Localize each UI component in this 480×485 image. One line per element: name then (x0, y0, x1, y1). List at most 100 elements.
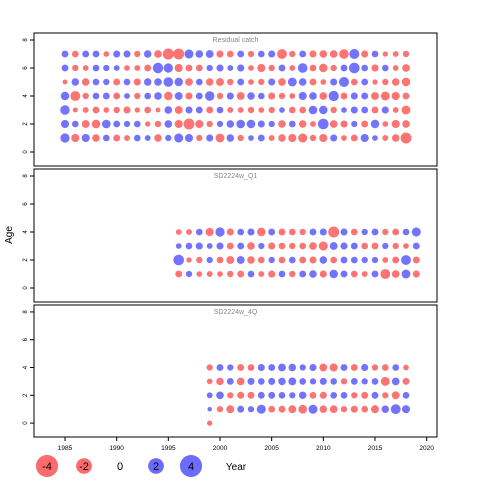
residual-bubble (318, 63, 328, 73)
residual-bubble (134, 64, 141, 72)
residual-bubble (195, 92, 203, 100)
x-tick-label: 1990 (109, 445, 124, 452)
residual-bubble (195, 228, 203, 236)
residual-bubble (350, 120, 358, 128)
residual-bubble (152, 62, 164, 74)
residual-bubble (247, 228, 255, 236)
residual-bubble (268, 242, 276, 250)
residual-bubble (350, 242, 358, 250)
residual-bubble (226, 78, 234, 86)
x-tick-label: 2010 (316, 445, 331, 452)
residual-bubble (247, 64, 254, 71)
residual-bubble (371, 377, 379, 385)
residual-bubble (174, 91, 183, 101)
residual-bubble (330, 391, 338, 399)
residual-bubble (390, 404, 401, 415)
residual-bubble (297, 63, 308, 74)
residual-bubble (319, 133, 328, 143)
residual-bubble (298, 404, 308, 414)
residual-bubble (350, 363, 358, 372)
legend-bubble (35, 454, 59, 478)
residual-bubble (123, 50, 131, 58)
residual-bubble (361, 92, 369, 100)
residual-bubble (278, 377, 286, 386)
residual-bubble (206, 378, 213, 385)
residual-bubble (71, 133, 80, 143)
legend-label: -2 (79, 461, 89, 473)
residual-bubble (205, 78, 214, 86)
residual-bubble (350, 78, 358, 86)
residual-bubble (163, 91, 173, 101)
residual-bubble (299, 228, 307, 236)
residual-bubble (226, 405, 235, 414)
residual-bubble (319, 91, 328, 100)
residual-bubble (246, 119, 256, 129)
residual-bubble (143, 50, 152, 58)
residual-bubble (247, 405, 255, 413)
residual-bubble (154, 120, 162, 128)
residual-bubble (60, 91, 70, 101)
y-tick-label: 4 (23, 230, 29, 234)
residual-bubble (349, 48, 360, 60)
residual-bubble (371, 106, 379, 114)
residual-bubble (185, 242, 193, 250)
residual-bubble (371, 391, 379, 399)
residual-bubble (268, 106, 276, 114)
residual-bubble (341, 134, 348, 141)
residual-bubble (226, 270, 234, 278)
residual-bubble (319, 50, 328, 58)
residual-bubble (391, 270, 400, 279)
residual-bubble (226, 391, 234, 399)
residual-bubble (257, 134, 265, 142)
residual-bubble (288, 133, 297, 143)
residual-bubble (309, 256, 317, 264)
residual-bubble (298, 133, 308, 143)
residual-bubble (71, 50, 79, 58)
residual-bubble (288, 256, 296, 264)
residual-bubble (173, 254, 185, 266)
residual-bubble (299, 106, 307, 114)
residual-bubble (207, 406, 213, 412)
residual-bubble (268, 363, 276, 372)
residual-bubble (247, 256, 255, 264)
legend-entry: -4 (35, 454, 59, 478)
residual-bubble (329, 405, 338, 414)
residual-bubble (60, 133, 70, 143)
residual-bubble (82, 50, 90, 58)
residual-bubble (133, 50, 141, 58)
residual-bubble (206, 64, 213, 72)
residual-bubble (247, 106, 255, 114)
residual-bubble (288, 228, 296, 236)
residual-bubble (391, 78, 400, 86)
residual-bubble (288, 377, 297, 386)
residual-bubble (309, 228, 317, 236)
legend-label: -4 (42, 461, 52, 473)
residual-bubble (341, 106, 348, 113)
residual-bubble (92, 78, 100, 86)
residual-bubble (308, 404, 318, 414)
residual-bubble (340, 391, 348, 399)
residual-bubble (185, 64, 193, 72)
residual-bubble (91, 119, 101, 129)
residual-bubble (278, 270, 286, 278)
residual-bubble (309, 378, 317, 385)
residual-bubble (183, 118, 195, 130)
residual-bubble (216, 50, 224, 58)
y-tick-label: 8 (23, 174, 29, 178)
residual-bubble (340, 228, 348, 236)
residual-bubble (226, 255, 235, 265)
residual-bubble (391, 391, 400, 400)
residual-bubble (133, 120, 141, 128)
residual-bubble (103, 106, 110, 113)
residual-bubble (278, 391, 286, 399)
residual-bubble (277, 363, 287, 372)
residual-bubble (71, 120, 79, 128)
x-tick-label: 2015 (368, 445, 383, 452)
residual-bubble (299, 364, 307, 371)
residual-bubble (174, 119, 183, 129)
residual-bubble (268, 92, 276, 100)
residual-bubble (205, 227, 214, 237)
residual-bubble (350, 405, 358, 413)
residual-bubble (81, 133, 90, 143)
residual-bubble (330, 377, 338, 385)
